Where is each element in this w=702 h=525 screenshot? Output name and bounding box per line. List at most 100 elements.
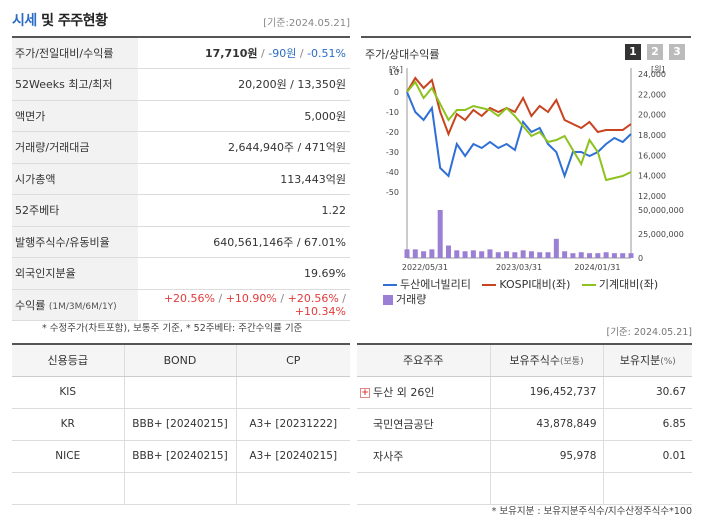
holder-row: + 두산 외 26인 196,452,737 30.67 [357, 376, 692, 409]
credit-agency: NICE [12, 440, 124, 473]
series-line-2 [406, 76, 632, 137]
volume-bar [603, 252, 609, 258]
separator: / [280, 291, 285, 305]
holder-header-row: 주요주주 보유주식수(보통) 보유지분(%) [357, 344, 692, 377]
price-row: 외국인지분율 19.69% [12, 257, 350, 290]
price-value: 1.22 [138, 194, 350, 227]
holder-header-ratio-unit: (%) [660, 357, 676, 368]
legend-line-icon [581, 284, 596, 286]
holder-ratio: 30.67 [602, 376, 692, 409]
chart-tab-3[interactable]: 3 [669, 44, 685, 60]
volume-bar [520, 250, 526, 258]
volume-bar [429, 249, 435, 258]
credit-bond: BBB+ [20240215] [123, 440, 236, 473]
volume-bar [437, 210, 443, 258]
credit-cp [235, 376, 350, 409]
holder-header-ratio: 보유지분(%) [602, 344, 692, 377]
credit-row [12, 472, 350, 505]
price-row: 52Weeks 최고/최저 20,200원 / 13,350원 [12, 68, 350, 101]
holder-header-shares-unit: (보통) [560, 357, 584, 368]
series-line-3 [406, 80, 632, 182]
holder-ratio: 0.01 [602, 440, 692, 473]
reference-date: [기준:2024.05.21] [263, 18, 350, 29]
right-tick-label: 12,000 [638, 192, 666, 201]
volume-bar [470, 250, 476, 258]
volume-tick-label: 25,000,000 [638, 230, 684, 239]
price-row: 주가/전일대비/수익률 17,710원 / -90원 / -0.51% [12, 37, 350, 69]
holder-row [357, 472, 692, 505]
volume-bar [445, 245, 451, 258]
separator: / [218, 291, 223, 305]
chart-tab-1[interactable]: 1 [625, 44, 641, 60]
return-6m: +20.56% [287, 291, 339, 305]
returns-values: +20.56% / +10.90% / +20.56% / +10.34% [138, 289, 350, 321]
holder-name-cell[interactable]: + 두산 외 26인 [357, 376, 490, 409]
holder-name-cell: 자사주 [357, 440, 490, 473]
chart-legend: 두산에너빌리티 KOSPI대비(좌) 기계대비(좌) 거래량 [383, 277, 683, 307]
holder-header-ratio-label: 보유지분 [619, 354, 661, 368]
volume-bar [578, 252, 584, 258]
credit-rating-table: 신용등급 BOND CP KIS KR BBB+ [20240215] A3+ … [12, 343, 350, 505]
legend-volume-label: 거래량 [396, 293, 427, 306]
price-value: 19.69% [138, 257, 350, 290]
credit-header-cp: CP [235, 344, 350, 377]
holder-name: 두산 외 26인 [373, 386, 435, 399]
left-axis-unit: [%] [389, 65, 403, 74]
volume-bar [479, 251, 485, 258]
volume-bar [611, 253, 617, 258]
credit-bond: BBB+ [20240215] [123, 408, 236, 441]
volume-tick-label: 50,000,000 [638, 206, 684, 215]
section-title: 시세 및 주주현황 [12, 10, 108, 30]
right-tick-label: 20,000 [638, 111, 666, 120]
price-change-rate: -0.51% [307, 47, 346, 60]
price-value: 2,644,940주 / 471억원 [138, 131, 350, 164]
volume-bar [454, 250, 460, 258]
volume-tick-label: 0 [638, 254, 643, 263]
credit-cp [235, 472, 350, 505]
volume-bar [487, 249, 493, 258]
section-header: 시세 및 주주현황 [기준:2024.05.21] [12, 8, 350, 30]
credit-cp: A3+ [20240215] [235, 440, 350, 473]
volume-bar [595, 253, 601, 258]
price-chart: [%]10 0 -10 -20 -30 -40 -50 [원]24,000 22,000 20,0… [386, 65, 684, 272]
expand-plus-icon[interactable]: + [360, 388, 370, 398]
chart-tab-2[interactable]: 2 [647, 44, 663, 60]
price-row: 시가총액 113,443억원 [12, 163, 350, 195]
returns-label: 수익률 (1M/3M/6M/1Y) [12, 289, 138, 321]
price-label: 발행주식수/유동비율 [12, 226, 138, 258]
credit-bond [123, 472, 236, 505]
separator: / [342, 291, 346, 305]
holder-shares: 43,878,849 [489, 408, 603, 441]
volume-bar [570, 253, 576, 258]
volume-bar [620, 253, 626, 258]
x-tick-label: 2022/05/31 [402, 263, 448, 272]
price-label: 주가/전일대비/수익률 [12, 37, 138, 69]
returns-label-text: 수익률 [15, 298, 46, 312]
right-tick-label: 24,000 [638, 70, 666, 79]
title-join: 및 [36, 13, 58, 29]
legend-series3: 기계대비(좌) [581, 277, 658, 292]
legend-series2: KOSPI대비(좌) [482, 277, 570, 292]
shareholder-foot-note: * 보유지분 : 보유지분주식수/지수산정주식수*100 [491, 506, 692, 517]
x-tick-label: 2024/01/31 [574, 263, 620, 272]
volume-bar [628, 253, 634, 258]
price-value: 20,200원 / 13,350원 [138, 68, 350, 101]
legend-series1-label: 두산에너빌리티 [400, 278, 471, 291]
shareholder-table: 주요주주 보유주식수(보통) 보유지분(%) + 두산 외 26인 196,452… [357, 343, 692, 505]
price-foot-note: * 수정주가(차트포함), 보통주 기준, * 52주베타: 주간수익률 기준 [42, 323, 303, 334]
credit-agency [12, 472, 124, 505]
volume-bar [512, 252, 518, 258]
price-label: 액면가 [12, 100, 138, 132]
price-value: 640,561,146주 / 67.01% [138, 226, 350, 258]
credit-agency: KR [12, 408, 124, 441]
volume-bar [562, 251, 568, 258]
credit-row: KIS [12, 376, 350, 409]
credit-row: KR BBB+ [20240215] A3+ [20231222] [12, 408, 350, 441]
credit-header-row: 신용등급 BOND CP [12, 344, 350, 377]
returns-periods: (1M/3M/6M/1Y) [48, 301, 117, 312]
price-label: 시가총액 [12, 163, 138, 195]
volume-bar [528, 251, 534, 258]
left-tick-label: 0 [394, 88, 399, 97]
holder-shares [489, 472, 603, 505]
